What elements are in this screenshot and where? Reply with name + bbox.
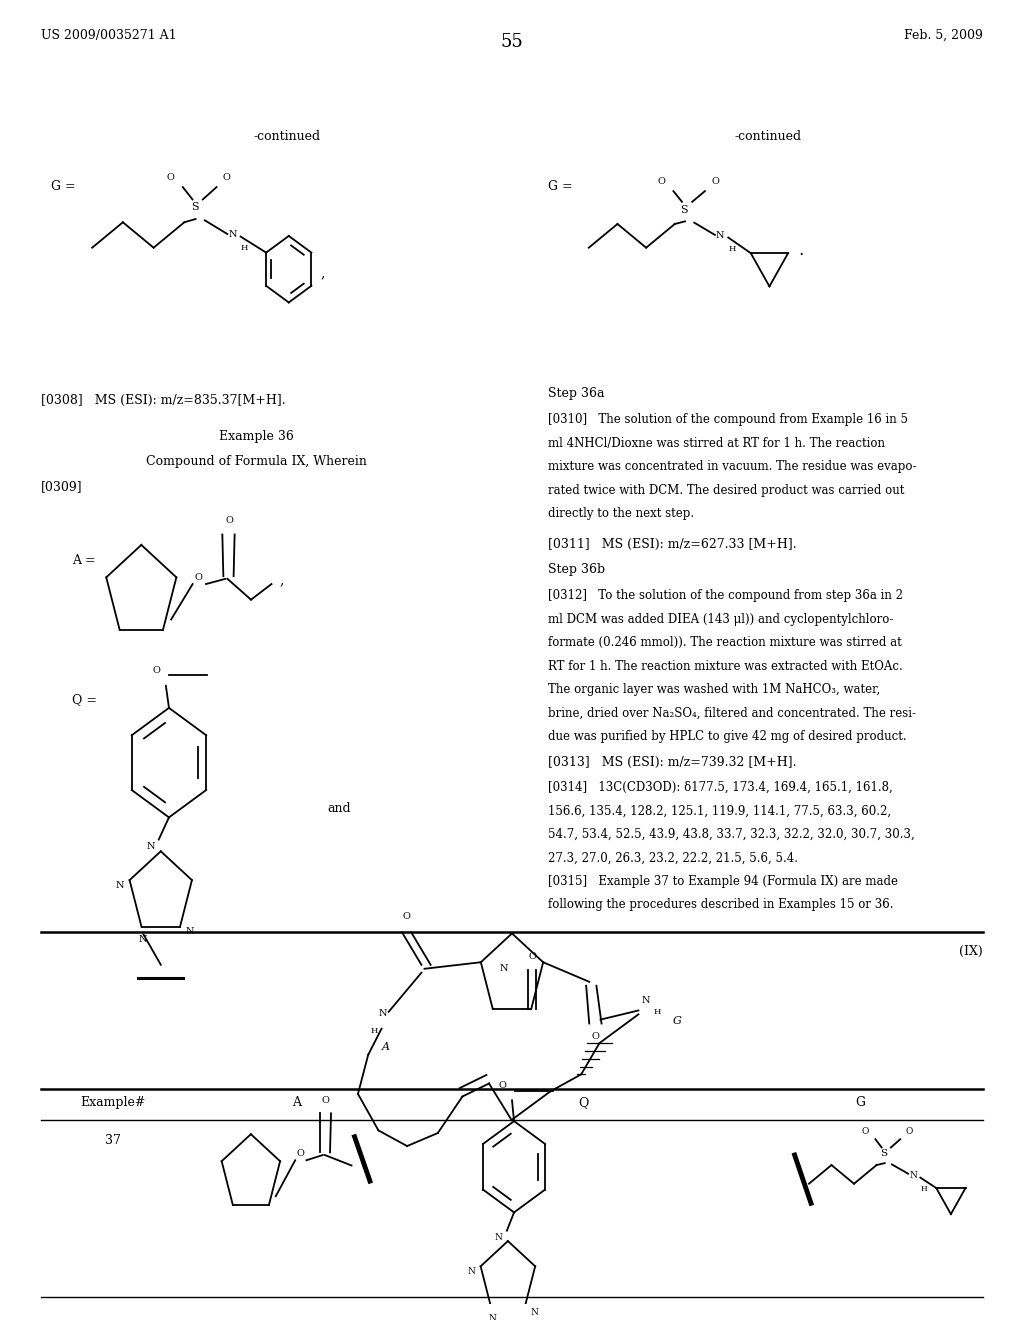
Text: N: N <box>500 964 508 973</box>
Text: [0312]   To the solution of the compound from step 36a in 2: [0312] To the solution of the compound f… <box>548 589 903 602</box>
Text: Feb. 5, 2009: Feb. 5, 2009 <box>904 29 983 42</box>
Text: formate (0.246 mmol)). The reaction mixture was stirred at: formate (0.246 mmol)). The reaction mixt… <box>548 636 901 649</box>
Text: N: N <box>186 928 195 936</box>
Text: G: G <box>855 1097 865 1109</box>
Text: N: N <box>495 1233 503 1242</box>
Text: O: O <box>528 952 537 961</box>
Text: S: S <box>881 1150 887 1159</box>
Text: -continued: -continued <box>253 131 321 144</box>
Text: Example 36: Example 36 <box>218 430 294 444</box>
Text: N: N <box>146 842 155 850</box>
Text: Example#: Example# <box>80 1097 145 1109</box>
Text: N: N <box>228 230 237 239</box>
Text: H: H <box>241 244 248 252</box>
Text: Compound of Formula IX, Wherein: Compound of Formula IX, Wherein <box>145 455 367 469</box>
Text: due was purified by HPLC to give 42 mg of desired product.: due was purified by HPLC to give 42 mg o… <box>548 730 906 743</box>
Text: [0311]   MS (ESI): m/z=627.33 [M+H].: [0311] MS (ESI): m/z=627.33 [M+H]. <box>548 539 797 552</box>
Text: S: S <box>190 202 199 213</box>
Text: A: A <box>382 1041 389 1052</box>
Text: .: . <box>799 242 804 259</box>
Text: O: O <box>153 665 161 675</box>
Text: O: O <box>861 1127 869 1137</box>
Text: ,: , <box>280 573 284 587</box>
Text: H: H <box>921 1185 927 1193</box>
Text: O: O <box>592 1032 599 1041</box>
Text: O: O <box>296 1150 304 1158</box>
Text: rated twice with DCM. The desired product was carried out: rated twice with DCM. The desired produc… <box>548 483 904 496</box>
Text: 156.6, 135.4, 128.2, 125.1, 119.9, 114.1, 77.5, 63.3, 60.2,: 156.6, 135.4, 128.2, 125.1, 119.9, 114.1… <box>548 804 891 817</box>
Text: (IX): (IX) <box>959 945 983 958</box>
Text: ml DCM was added DIEA (143 μl)) and cyclopentylchloro-: ml DCM was added DIEA (143 μl)) and cycl… <box>548 612 893 626</box>
Text: S: S <box>680 205 688 215</box>
Text: [0309]: [0309] <box>41 479 83 492</box>
Text: O: O <box>712 177 719 186</box>
Text: O: O <box>167 173 174 182</box>
Text: N: N <box>641 995 650 1005</box>
Text: O: O <box>499 1081 507 1090</box>
Text: G: G <box>673 1016 682 1026</box>
Text: N: N <box>468 1267 475 1276</box>
Text: [0314]   13C(CD3OD): δ177.5, 173.4, 169.4, 165.1, 161.8,: [0314] 13C(CD3OD): δ177.5, 173.4, 169.4,… <box>548 781 893 793</box>
Text: 37: 37 <box>104 1134 121 1147</box>
Text: N: N <box>530 1308 538 1317</box>
Text: G =: G = <box>51 180 76 193</box>
Text: The organic layer was washed with 1M NaHCO₃, water,: The organic layer was washed with 1M NaH… <box>548 684 880 696</box>
Text: O: O <box>223 173 230 182</box>
Text: [0315]   Example 37 to Example 94 (Formula IX) are made: [0315] Example 37 to Example 94 (Formula… <box>548 875 898 888</box>
Text: directly to the next step.: directly to the next step. <box>548 507 694 520</box>
Text: A =: A = <box>72 554 95 568</box>
Text: O: O <box>657 177 665 186</box>
Text: -continued: -continued <box>734 131 802 144</box>
Text: O: O <box>195 573 203 582</box>
Text: Q =: Q = <box>72 693 96 706</box>
Text: following the procedures described in Examples 15 or 36.: following the procedures described in Ex… <box>548 898 893 911</box>
Text: RT for 1 h. The reaction mixture was extracted with EtOAc.: RT for 1 h. The reaction mixture was ext… <box>548 660 902 673</box>
Text: brine, dried over Na₂SO₄, filtered and concentrated. The resi-: brine, dried over Na₂SO₄, filtered and c… <box>548 706 915 719</box>
Text: A: A <box>293 1097 301 1109</box>
Text: ml 4NHCl/Dioxne was stirred at RT for 1 h. The reaction: ml 4NHCl/Dioxne was stirred at RT for 1 … <box>548 437 885 450</box>
Text: and: and <box>328 801 351 814</box>
Text: H: H <box>653 1007 662 1016</box>
Text: Q: Q <box>579 1097 589 1109</box>
Text: [0308]   MS (ESI): m/z=835.37[M+H].: [0308] MS (ESI): m/z=835.37[M+H]. <box>41 393 286 407</box>
Text: 27.3, 27.0, 26.3, 23.2, 22.2, 21.5, 5.6, 5.4.: 27.3, 27.0, 26.3, 23.2, 22.2, 21.5, 5.6,… <box>548 851 798 865</box>
Text: H: H <box>370 1027 378 1035</box>
Text: N: N <box>115 880 124 890</box>
Text: N: N <box>488 1315 496 1320</box>
Text: [0310]   The solution of the compound from Example 16 in 5: [0310] The solution of the compound from… <box>548 413 908 426</box>
Text: G =: G = <box>548 180 572 193</box>
Text: Step 36b: Step 36b <box>548 564 605 576</box>
Text: N: N <box>138 936 146 944</box>
Text: O: O <box>225 516 233 524</box>
Text: [0313]   MS (ESI): m/z=739.32 [M+H].: [0313] MS (ESI): m/z=739.32 [M+H]. <box>548 756 797 770</box>
Text: 55: 55 <box>501 33 523 50</box>
Text: O: O <box>905 1127 913 1137</box>
Text: mixture was concentrated in vacuum. The residue was evapo-: mixture was concentrated in vacuum. The … <box>548 461 916 473</box>
Text: N: N <box>716 231 725 240</box>
Text: O: O <box>322 1096 330 1105</box>
Text: 54.7, 53.4, 52.5, 43.9, 43.8, 33.7, 32.3, 32.2, 32.0, 30.7, 30.3,: 54.7, 53.4, 52.5, 43.9, 43.8, 33.7, 32.3… <box>548 828 914 841</box>
Text: N: N <box>378 1008 387 1018</box>
Text: ,: , <box>321 267 325 280</box>
Text: N: N <box>909 1171 916 1180</box>
Text: O: O <box>402 912 410 921</box>
Text: US 2009/0035271 A1: US 2009/0035271 A1 <box>41 29 176 42</box>
Text: Step 36a: Step 36a <box>548 387 604 400</box>
Text: H: H <box>728 246 735 253</box>
